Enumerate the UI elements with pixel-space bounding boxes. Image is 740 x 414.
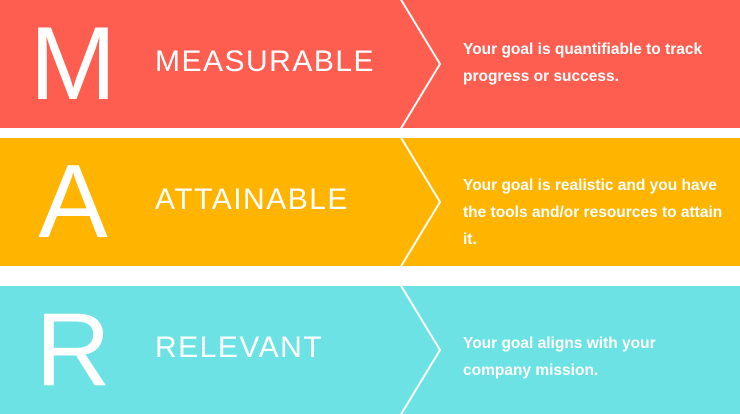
row-title: ATTAINABLE [155,183,349,216]
row-description: Your goal is realistic and you have the … [463,177,723,248]
chevron-divider [0,138,740,266]
row-title: RELEVANT [155,331,324,364]
row-background [0,0,740,128]
row-description: Your goal aligns with your company missi… [463,335,656,379]
chevron-divider [0,286,740,414]
row-relevant: R RELEVANT Your goal aligns with your co… [0,286,740,414]
row-letter: A [38,144,108,260]
row-letter: R [35,292,111,408]
row-letter: M [29,6,117,122]
row-background [0,138,740,266]
row-attainable: A ATTAINABLE Your goal is realistic and … [0,138,740,266]
row-background [0,286,740,414]
row-title: MEASURABLE [155,45,376,78]
row-description: Your goal is quantifiable to track progr… [463,41,703,85]
row-measurable: M MEASURABLE Your goal is quantifiable t… [0,0,740,128]
chevron-divider [0,0,740,128]
